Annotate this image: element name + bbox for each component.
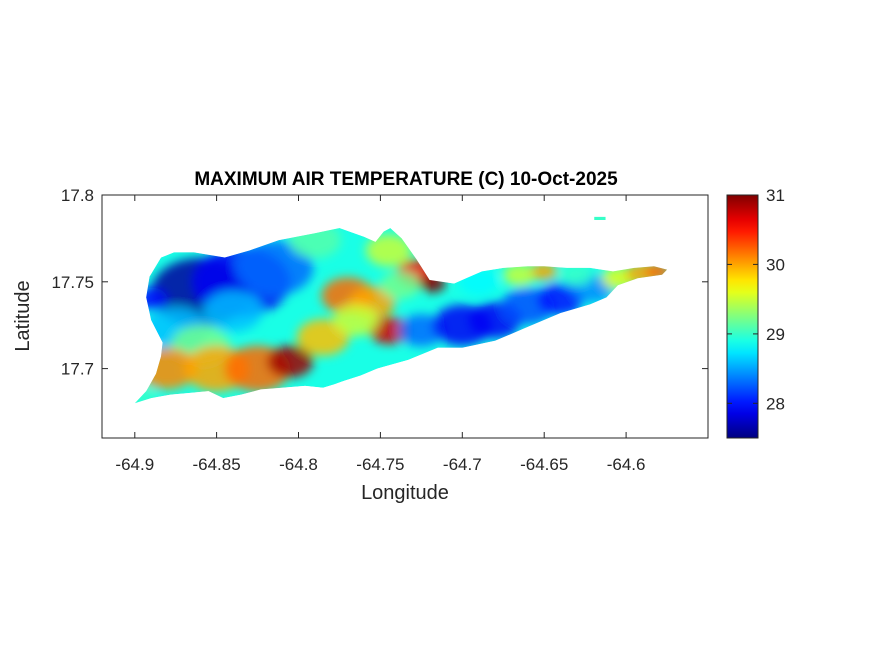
y-tick-label: 17.8 xyxy=(61,186,94,205)
temperature-cell xyxy=(267,345,314,378)
y-tick-label: 17.75 xyxy=(51,273,94,292)
x-tick-label: -64.8 xyxy=(279,455,318,474)
map-plot-area: -64.9 -64.85 -64.8 -64.75 -64.7 -64.65 -64.6 1… xyxy=(51,186,709,474)
temperature-cell xyxy=(531,262,558,281)
x-axis-label: Longitude xyxy=(361,482,449,504)
y-axis-label: Latitude xyxy=(12,280,34,351)
temperature-cell xyxy=(380,271,420,300)
x-axis: -64.9 -64.85 -64.8 -64.75 -64.7 -64.65 -64.6 xyxy=(115,195,645,474)
temperature-cell xyxy=(234,240,314,296)
plot-frame xyxy=(101,194,709,439)
x-tick-label: -64.7 xyxy=(443,455,482,474)
temperature-cell xyxy=(537,283,584,316)
x-tick-label: -64.75 xyxy=(356,455,404,474)
x-tick-label: -64.6 xyxy=(607,455,646,474)
temperature-cell xyxy=(503,263,536,287)
colorbar-tick-label: 29 xyxy=(766,325,785,344)
map-title: MAXIMUM AIR TEMPERATURE (C) 10-Oct-2025 xyxy=(194,169,618,190)
colorbar-tick-label: 31 xyxy=(766,186,785,205)
temperature-cell xyxy=(398,314,445,347)
temperature-cell xyxy=(365,234,412,267)
y-axis: 17.7 17.75 17.8 xyxy=(51,186,708,379)
colorbar-gradient xyxy=(727,195,758,438)
temperature-cell xyxy=(560,263,594,287)
colorbar-tick-label: 28 xyxy=(766,394,785,413)
temperature-cell xyxy=(203,290,263,332)
temperature-cell xyxy=(368,316,409,345)
x-tick-label: -64.65 xyxy=(520,455,568,474)
colorbar-tick-label: 30 xyxy=(766,255,785,274)
colorbar-ticks: 28 29 30 31 xyxy=(727,186,785,413)
x-tick-label: -64.85 xyxy=(192,455,240,474)
y-tick-label: 17.7 xyxy=(61,360,94,379)
colorbar: 28 29 30 31 xyxy=(726,186,785,439)
x-tick-label: -64.9 xyxy=(115,455,154,474)
colorbar-frame xyxy=(726,194,759,439)
cay-shape xyxy=(594,216,606,221)
temperature-cell xyxy=(333,303,379,337)
